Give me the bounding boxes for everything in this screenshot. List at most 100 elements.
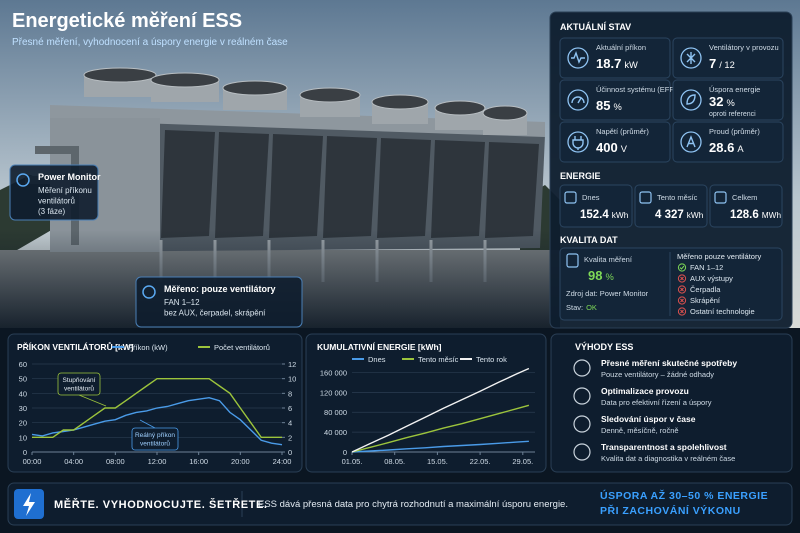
y2-tick-label: 8 <box>288 389 292 398</box>
value-unit: % <box>605 272 613 282</box>
scope-item: Ostatní technologie <box>690 307 755 316</box>
louver <box>323 136 377 238</box>
benefit-icon <box>573 443 591 461</box>
cooler-deck <box>50 105 545 137</box>
value-number: 400 <box>596 140 618 155</box>
card-icon <box>680 89 702 111</box>
footer-highlight: ÚSPORA AŽ 30–50 % ENERGIE <box>600 489 768 502</box>
cooler <box>25 67 545 282</box>
x-tick-label: 24:00 <box>273 457 292 466</box>
y2-tick-label: 4 <box>288 419 292 428</box>
value-number: 18.7 <box>596 56 621 71</box>
x-tick-label: 00:00 <box>23 457 42 466</box>
annotation-arrow <box>78 394 107 407</box>
value-unit: A <box>737 144 744 154</box>
value-number: 28.6 <box>709 140 734 155</box>
x-tick-label: 12:00 <box>148 457 167 466</box>
status-card <box>672 121 784 163</box>
y-tick-label: 30 <box>19 404 27 413</box>
page-subtitle: Přesné měření, vyhodnocení a úspory ener… <box>12 37 288 48</box>
footer-text: ESS dává přesná data pro chytrá rozhodnu… <box>258 499 568 510</box>
series-line <box>351 404 530 453</box>
status-label: Stav: <box>566 303 583 312</box>
icon-mark <box>680 287 684 292</box>
cross-icon <box>677 307 687 316</box>
benefit-text: Denně, měsíčně, ročně <box>601 426 679 435</box>
card-glyph <box>571 96 585 104</box>
legend-label: Dnes <box>368 355 386 364</box>
y-tick-label: 120 000 <box>320 388 347 397</box>
benefit-text: Kvalita dat a diagnostika v reálném čase <box>601 454 735 463</box>
value-number: 85 <box>596 98 610 113</box>
card-label: Celkem <box>732 193 757 202</box>
card-label: Ventilátory v provozu <box>709 43 779 52</box>
footer-slogan: MĚŘTE. VYHODNOCUJTE. ŠETŘETE. <box>54 498 268 511</box>
annotation-text: Stupňování <box>63 377 96 384</box>
annotation-text: ventilátorů <box>140 440 170 448</box>
y-tick-label: 20 <box>19 419 27 428</box>
card-icon <box>714 191 727 204</box>
value: 98% <box>588 268 614 283</box>
page-title: Energetické měření ESS <box>12 10 242 32</box>
section-title: AKTUÁLNÍ STAV <box>560 22 631 32</box>
y-tick-label: 160 000 <box>320 368 347 377</box>
x-tick-label: 20:00 <box>231 457 250 466</box>
annotation-arrow <box>139 419 156 429</box>
value-unit: kW <box>624 60 638 70</box>
card-label: Aktuální příkon <box>596 43 646 52</box>
x-tick-label: 16:00 <box>189 457 208 466</box>
value: 85% <box>596 98 622 113</box>
card-icon <box>680 47 702 69</box>
value: 400 V <box>596 140 628 155</box>
value: 32% <box>709 94 735 109</box>
value: 128.6 MWh <box>730 209 781 221</box>
card-label: Úspora energie <box>709 85 760 94</box>
annotation-text: ventilátorů <box>64 385 94 393</box>
chart-panel <box>305 333 547 473</box>
energy-card <box>634 184 708 228</box>
value-unit: kWh <box>612 211 629 220</box>
callout-line: bez AUX, čerpadel, skrápění <box>164 309 266 318</box>
benefit-icon <box>573 415 591 433</box>
value: 152.4 kWh <box>580 209 629 221</box>
value: 4 327 kWh <box>655 209 704 221</box>
callout-line: Měření příkonu <box>38 186 92 195</box>
callout <box>135 276 303 328</box>
callout-title: Power Monitor <box>38 172 101 182</box>
value-number: 98 <box>588 268 602 283</box>
cross-icon <box>677 274 687 283</box>
check-icon <box>677 263 687 272</box>
card-label: Proud (průměr) <box>709 127 760 136</box>
benefit-title: Optimalizace provozu <box>601 386 689 396</box>
callout-line: (3 fáze) <box>38 207 65 216</box>
fan-top <box>434 100 486 116</box>
y-tick-label: 50 <box>19 375 27 384</box>
y-tick-label: 80 000 <box>324 408 347 417</box>
y-tick-label: 40 000 <box>324 428 347 437</box>
status-card <box>559 79 671 121</box>
value-unit: / 12 <box>719 60 735 70</box>
louver <box>431 140 485 238</box>
annotation-box <box>131 427 179 451</box>
benefits-panel <box>550 333 793 473</box>
series-line <box>351 440 529 453</box>
callout-icon <box>16 173 30 187</box>
louver <box>485 142 539 238</box>
value-number: 4 327 <box>655 209 684 221</box>
card-icon <box>680 131 702 153</box>
fan-top <box>482 105 528 121</box>
icon-mark <box>680 309 684 314</box>
value-number: 128.6 <box>730 209 759 221</box>
cross-icon <box>677 285 687 294</box>
y2-tick-label: 6 <box>288 404 292 413</box>
cross-icon <box>677 296 687 305</box>
x-tick-label: 04:00 <box>64 457 83 466</box>
icon-mark <box>680 298 684 303</box>
card-glyph <box>686 52 696 64</box>
x-tick-label: 22.05. <box>470 457 491 466</box>
benefit-text: Data pro efektivní řízení a úspory <box>601 398 712 407</box>
status-card <box>672 37 784 79</box>
series-line <box>32 378 282 438</box>
